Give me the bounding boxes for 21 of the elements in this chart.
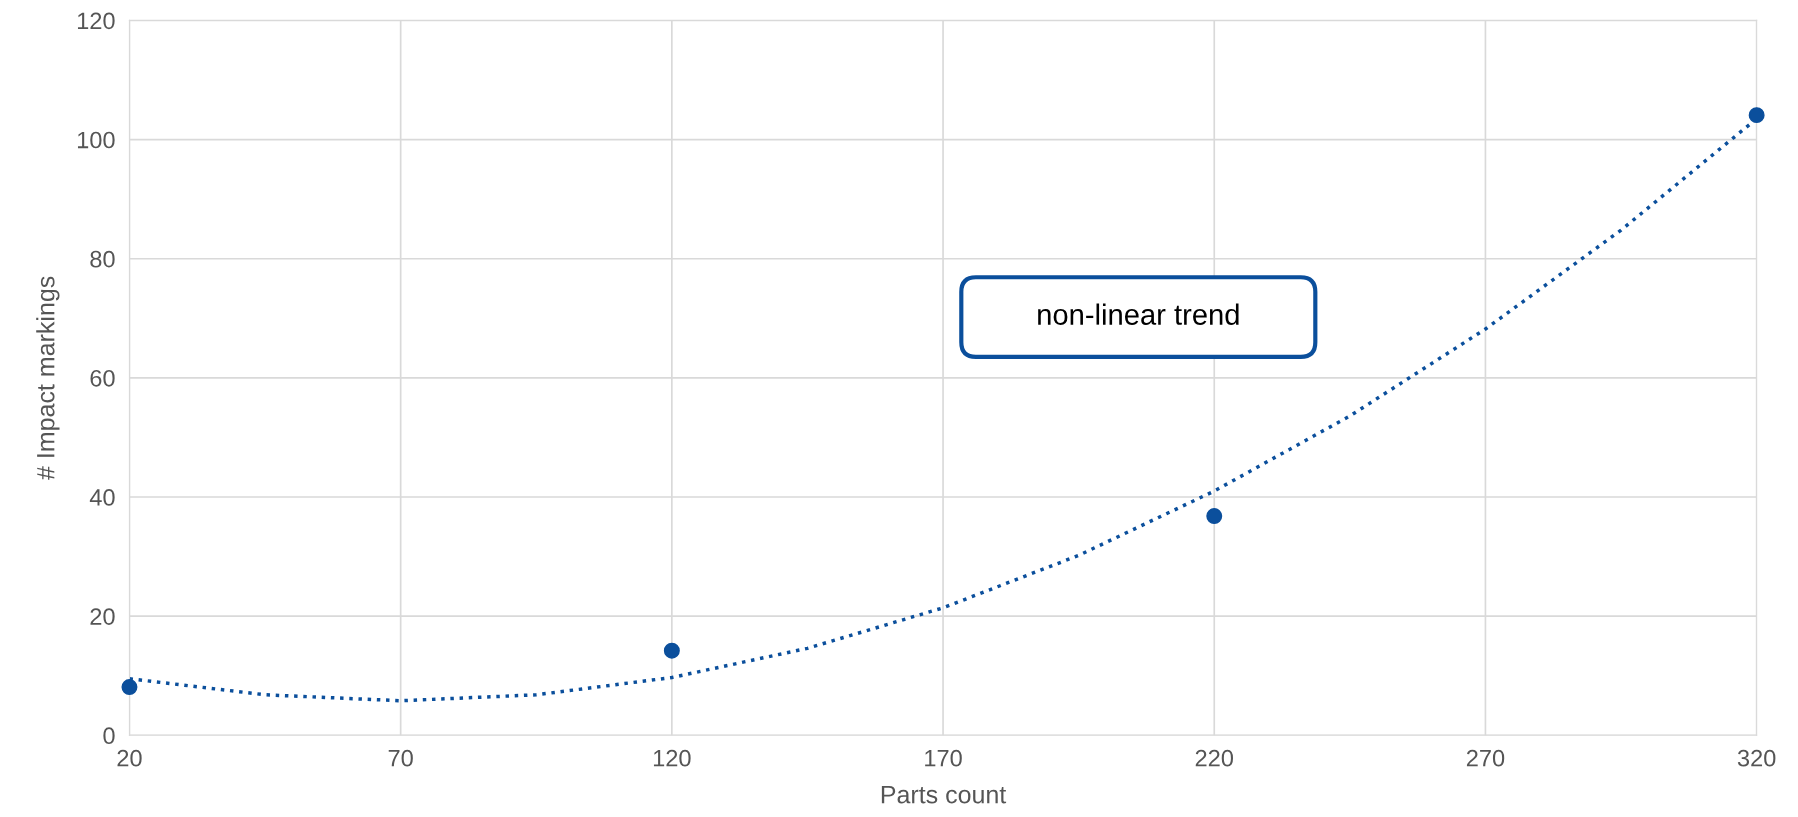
y-tick-label: 20 [90, 608, 115, 625]
annotation: non-linear trend [1038, 303, 1239, 325]
y-tick-label: 0 [103, 727, 115, 745]
y-axis-title: # Impact markings [36, 276, 60, 480]
y-tick-label: 60 [90, 369, 115, 387]
x-tick-label: 20 [117, 749, 142, 767]
point [1206, 508, 1223, 525]
point [121, 679, 138, 696]
x-tick-label: 120 [653, 749, 691, 767]
x-tick-label: 320 [1737, 749, 1776, 767]
y-tick-label: 40 [89, 489, 115, 506]
point [1748, 107, 1765, 124]
x-tick-label: 270 [1466, 749, 1505, 767]
y-tick-label: 80 [90, 250, 115, 268]
x-axis-title: Parts count [881, 786, 1007, 804]
point [663, 642, 680, 659]
y-tick-label: 120 [77, 12, 115, 30]
y-tick-label: 100 [77, 131, 115, 149]
x-tick-label: 170 [925, 749, 962, 767]
x-tick-label: 70 [388, 749, 413, 767]
x-tick-label: 220 [1195, 749, 1234, 767]
